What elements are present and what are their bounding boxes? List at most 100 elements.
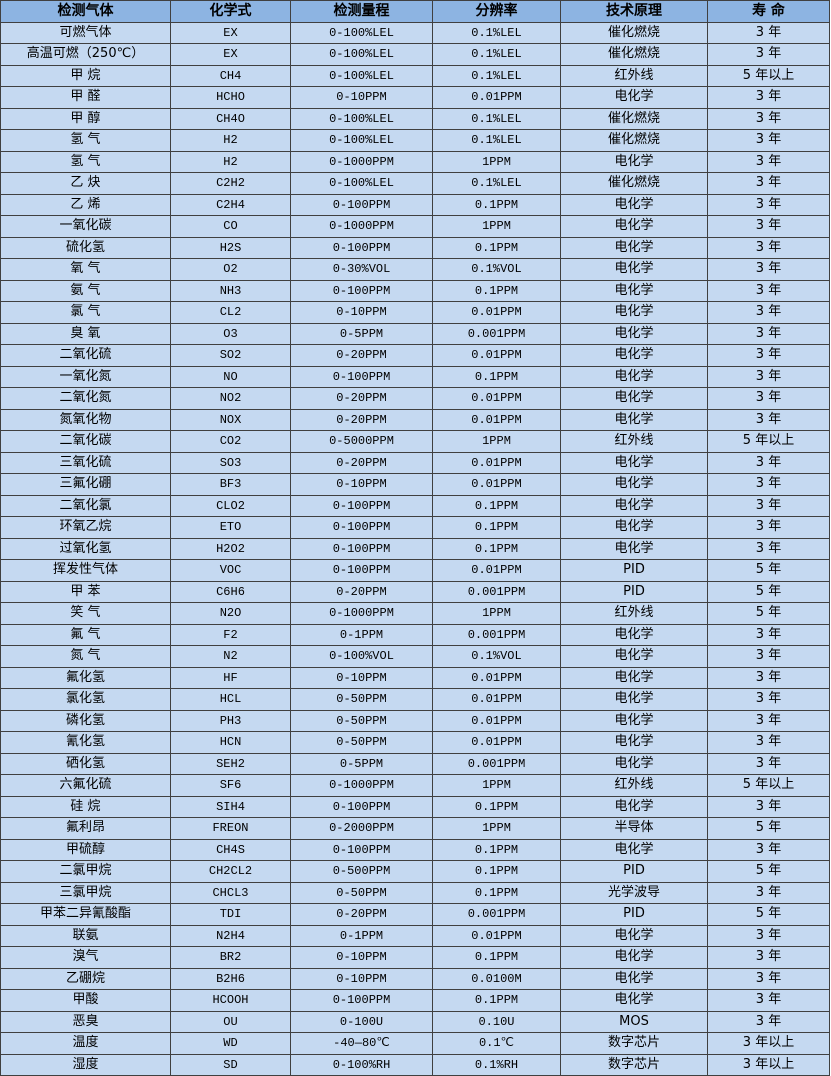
cell-range: 0-1000PPM xyxy=(290,774,433,797)
cell-principle: 电化学 xyxy=(560,258,708,281)
cell-gas: 一氧化氮 xyxy=(0,365,171,388)
cell-formula: BR2 xyxy=(170,946,291,969)
table-row: 臭 氧 O3 0-5PPM 0.001PPM 电化学 3 年 xyxy=(0,322,830,345)
table-row: 二氧化氯 CLO2 0-100PPM 0.1PPM 电化学 3 年 xyxy=(0,494,830,517)
cell-resolution: 1PPM xyxy=(432,817,561,840)
cell-formula: B2H6 xyxy=(170,967,291,990)
table-row: 磷化氢 PH3 0-50PPM 0.01PPM 电化学 3 年 xyxy=(0,709,830,732)
table-row: 湿度 SD 0-100%RH 0.1%RH 数字芯片 3 年以上 xyxy=(0,1053,830,1076)
table-row: 氯 气 CL2 0-10PPM 0.01PPM 电化学 3 年 xyxy=(0,301,830,324)
cell-lifetime: 5 年 xyxy=(707,860,830,883)
cell-formula: CH4O xyxy=(170,107,291,130)
cell-range: 0-100%LEL xyxy=(290,21,433,44)
cell-principle: 半导体 xyxy=(560,817,708,840)
cell-gas: 氮氧化物 xyxy=(0,408,171,431)
cell-lifetime: 3 年 xyxy=(707,752,830,775)
header-resolution: 分辨率 xyxy=(432,0,561,23)
cell-gas: 硅 烷 xyxy=(0,795,171,818)
cell-range: 0-5PPM xyxy=(290,322,433,345)
cell-lifetime: 3 年 xyxy=(707,408,830,431)
cell-lifetime: 3 年 xyxy=(707,193,830,216)
header-formula: 化学式 xyxy=(170,0,291,23)
cell-resolution: 0.1PPM xyxy=(432,881,561,904)
cell-range: 0-100PPM xyxy=(290,559,433,582)
cell-principle: 红外线 xyxy=(560,602,708,625)
cell-range: -40—80℃ xyxy=(290,1032,433,1055)
cell-principle: 催化燃烧 xyxy=(560,43,708,66)
table-row: 二氧化氮 NO2 0-20PPM 0.01PPM 电化学 3 年 xyxy=(0,387,830,410)
cell-gas: 笑 气 xyxy=(0,602,171,625)
cell-formula: H2S xyxy=(170,236,291,259)
cell-formula: O2 xyxy=(170,258,291,281)
cell-resolution: 0.01PPM xyxy=(432,387,561,410)
cell-gas: 一氧化碳 xyxy=(0,215,171,238)
cell-principle: 电化学 xyxy=(560,731,708,754)
cell-lifetime: 5 年 xyxy=(707,580,830,603)
cell-gas: 氰化氢 xyxy=(0,731,171,754)
cell-principle: 电化学 xyxy=(560,387,708,410)
cell-lifetime: 3 年 xyxy=(707,365,830,388)
cell-gas: 过氧化氢 xyxy=(0,537,171,560)
table-row: 二氧化碳 CO2 0-5000PPM 1PPM 红外线 5 年以上 xyxy=(0,430,830,453)
cell-formula: VOC xyxy=(170,559,291,582)
cell-resolution: 1PPM xyxy=(432,215,561,238)
cell-formula: SD xyxy=(170,1053,291,1076)
cell-formula: NH3 xyxy=(170,279,291,302)
cell-formula: CL2 xyxy=(170,301,291,324)
cell-lifetime: 3 年 xyxy=(707,279,830,302)
cell-formula: OU xyxy=(170,1010,291,1033)
cell-formula: CLO2 xyxy=(170,494,291,517)
cell-gas: 二氧化碳 xyxy=(0,430,171,453)
cell-range: 0-100PPM xyxy=(290,838,433,861)
table-row: 乙硼烷 B2H6 0-10PPM 0.0100M 电化学 3 年 xyxy=(0,967,830,990)
table-row: 氮氧化物 NOX 0-20PPM 0.01PPM 电化学 3 年 xyxy=(0,408,830,431)
cell-resolution: 0.01PPM xyxy=(432,86,561,109)
table-row: 温度 WD -40—80℃ 0.1℃ 数字芯片 3 年以上 xyxy=(0,1032,830,1055)
cell-principle: 电化学 xyxy=(560,645,708,668)
cell-principle: 红外线 xyxy=(560,64,708,87)
table-row: 甲 醛 HCHO 0-10PPM 0.01PPM 电化学 3 年 xyxy=(0,86,830,109)
cell-gas: 氯 气 xyxy=(0,301,171,324)
cell-lifetime: 5 年以上 xyxy=(707,774,830,797)
cell-lifetime: 3 年 xyxy=(707,451,830,474)
table-row: 甲硫醇 CH4S 0-100PPM 0.1PPM 电化学 3 年 xyxy=(0,838,830,861)
cell-range: 0-10PPM xyxy=(290,301,433,324)
cell-gas: 乙硼烷 xyxy=(0,967,171,990)
table-row: 氢 气 H2 0-100%LEL 0.1%LEL 催化燃烧 3 年 xyxy=(0,129,830,152)
cell-lifetime: 5 年 xyxy=(707,817,830,840)
cell-gas: 可燃气体 xyxy=(0,21,171,44)
table-row: 硫化氢 H2S 0-100PPM 0.1PPM 电化学 3 年 xyxy=(0,236,830,259)
cell-formula: N2H4 xyxy=(170,924,291,947)
cell-resolution: 0.1%VOL xyxy=(432,645,561,668)
cell-range: 0-1PPM xyxy=(290,623,433,646)
table-row: 三氟化硼 BF3 0-10PPM 0.01PPM 电化学 3 年 xyxy=(0,473,830,496)
table-row: 恶臭 OU 0-100U 0.10U MOS 3 年 xyxy=(0,1010,830,1033)
cell-formula: SF6 xyxy=(170,774,291,797)
cell-range: 0-50PPM xyxy=(290,709,433,732)
cell-formula: SIH4 xyxy=(170,795,291,818)
table-row: 可燃气体 EX 0-100%LEL 0.1%LEL 催化燃烧 3 年 xyxy=(0,21,830,44)
cell-range: 0-100PPM xyxy=(290,516,433,539)
cell-resolution: 0.1PPM xyxy=(432,537,561,560)
cell-range: 0-20PPM xyxy=(290,903,433,926)
cell-principle: 电化学 xyxy=(560,236,708,259)
cell-principle: 电化学 xyxy=(560,408,708,431)
cell-principle: PID xyxy=(560,903,708,926)
cell-formula: EX xyxy=(170,43,291,66)
table-row: 乙 炔 C2H2 0-100%LEL 0.1%LEL 催化燃烧 3 年 xyxy=(0,172,830,195)
cell-range: 0-5000PPM xyxy=(290,430,433,453)
cell-lifetime: 3 年 xyxy=(707,623,830,646)
cell-gas: 氟利昂 xyxy=(0,817,171,840)
cell-principle: 催化燃烧 xyxy=(560,107,708,130)
cell-formula: HCN xyxy=(170,731,291,754)
cell-resolution: 0.01PPM xyxy=(432,473,561,496)
cell-lifetime: 3 年 xyxy=(707,924,830,947)
table-row: 氯化氢 HCL 0-50PPM 0.01PPM 电化学 3 年 xyxy=(0,688,830,711)
cell-formula: CO2 xyxy=(170,430,291,453)
cell-formula: HF xyxy=(170,666,291,689)
table-row: 三氧化硫 SO3 0-20PPM 0.01PPM 电化学 3 年 xyxy=(0,451,830,474)
cell-gas: 甲 醛 xyxy=(0,86,171,109)
cell-resolution: 0.001PPM xyxy=(432,623,561,646)
cell-resolution: 0.001PPM xyxy=(432,752,561,775)
cell-formula: H2 xyxy=(170,129,291,152)
